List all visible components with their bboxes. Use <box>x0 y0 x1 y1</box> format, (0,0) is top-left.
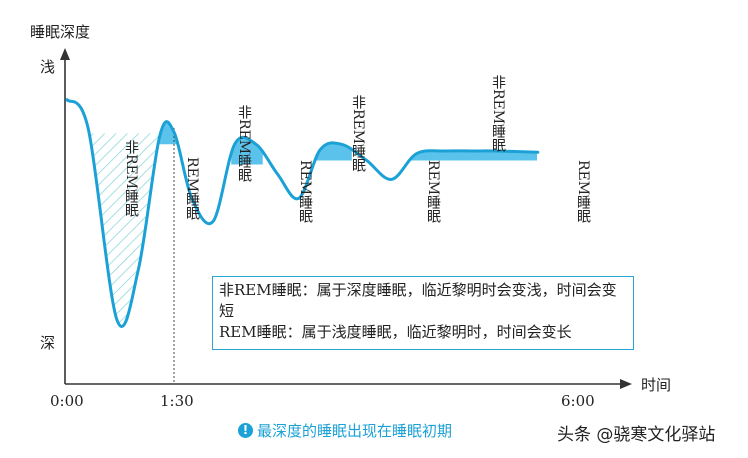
chart-caption-text: 最深度的睡眠出现在睡眠初期 <box>257 422 453 440</box>
x-tick-label: 0:00 <box>50 392 84 410</box>
watermark: 头条 @骁寒文化驿站 <box>557 425 716 445</box>
x-axis-arrow <box>620 379 632 389</box>
chart-caption: ! 最深度的睡眠出现在睡眠初期 <box>238 420 452 441</box>
rem-stage-label: REM睡眠 <box>425 160 441 224</box>
x-tick-label: 1:30 <box>160 392 194 410</box>
legend-line-non-rem: 非REM睡眠：属于深度睡眠，临近黎明时会变浅，时间会变短 <box>219 281 617 320</box>
legend-line-rem: REM睡眠：属于浅度睡眠，临近黎明时，时间会变长 <box>219 323 572 341</box>
non-rem-stage-label: 非REM睡眠 <box>490 75 506 153</box>
non-rem-stage-label: 非REM睡眠 <box>123 140 139 218</box>
deep-sleep-hatched-area <box>89 133 161 327</box>
rem-sleep-area <box>409 150 537 161</box>
non-rem-stage-label: 非REM睡眠 <box>236 105 252 183</box>
rem-stage-label: REM睡眠 <box>184 157 200 221</box>
exclamation-icon: ! <box>238 423 253 438</box>
y-axis-arrow <box>60 48 70 60</box>
sleep-depth-curve <box>65 98 540 328</box>
x-axis-title: 时间 <box>641 376 672 394</box>
x-tick-label: 6:00 <box>561 392 595 410</box>
y-axis-top-label: 浅 <box>40 58 56 76</box>
rem-stage-label: REM睡眠 <box>297 160 313 224</box>
legend-box: 非REM睡眠：属于深度睡眠，临近黎明时会变浅，时间会变短 REM睡眠：属于浅度睡… <box>212 276 634 350</box>
y-axis-title: 睡眠深度 <box>30 23 91 41</box>
y-axis-bottom-label: 深 <box>40 334 56 352</box>
non-rem-stage-label: 非REM睡眠 <box>350 95 366 173</box>
rem-stage-label: REM睡眠 <box>575 160 591 224</box>
